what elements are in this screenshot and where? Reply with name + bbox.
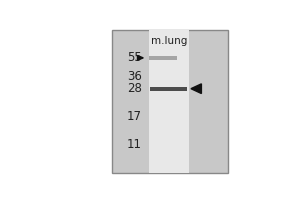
Text: 11: 11 (127, 138, 142, 151)
Bar (112, 30, 228, 173)
Polygon shape (137, 56, 143, 60)
Bar (149, 56, 177, 60)
Text: 36: 36 (127, 70, 142, 83)
Bar (149, 30, 189, 173)
Text: 17: 17 (127, 110, 142, 123)
Text: m.lung: m.lung (151, 36, 187, 46)
Bar (150, 87, 188, 91)
Polygon shape (191, 84, 201, 94)
Text: 28: 28 (127, 82, 142, 95)
Text: 55: 55 (128, 51, 142, 64)
